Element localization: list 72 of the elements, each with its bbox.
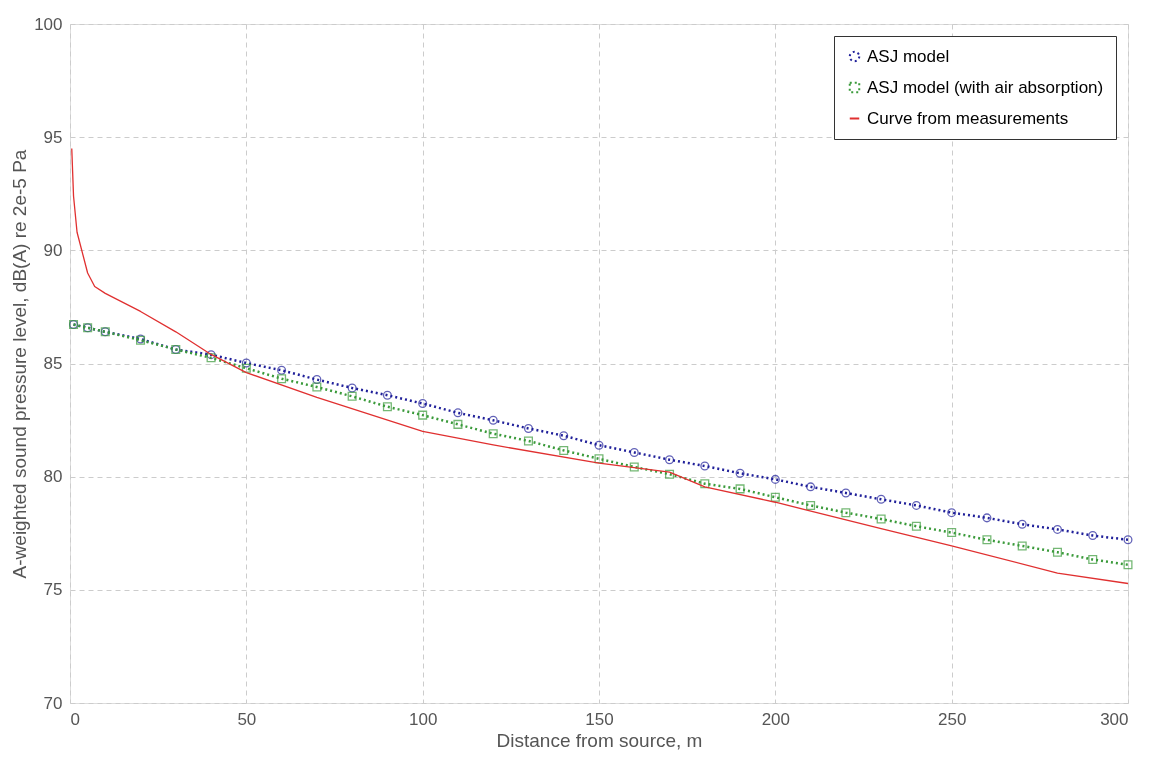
point xyxy=(770,474,780,484)
point xyxy=(1052,547,1062,557)
point xyxy=(806,482,816,492)
y-tick-label: 100 xyxy=(34,14,63,34)
point xyxy=(382,390,392,400)
point xyxy=(629,447,639,457)
point xyxy=(312,375,322,385)
point xyxy=(559,431,569,441)
point xyxy=(241,363,251,373)
point xyxy=(488,429,498,439)
point xyxy=(523,423,533,433)
point xyxy=(982,513,992,523)
point xyxy=(911,500,921,510)
point xyxy=(312,382,322,392)
point xyxy=(453,419,463,429)
point xyxy=(700,461,710,471)
y-tick-label: 75 xyxy=(43,580,63,600)
legend-label: Curve from measurements xyxy=(867,108,1069,128)
point xyxy=(735,468,745,478)
point xyxy=(876,494,886,504)
point xyxy=(876,514,886,524)
point xyxy=(382,402,392,412)
point xyxy=(277,374,287,384)
point xyxy=(770,492,780,502)
point xyxy=(665,455,675,465)
point xyxy=(347,383,357,393)
point xyxy=(806,500,816,510)
x-tick-label: 200 xyxy=(761,709,791,729)
point xyxy=(241,358,251,368)
point xyxy=(418,410,428,420)
point xyxy=(559,445,569,455)
point xyxy=(347,391,357,401)
point xyxy=(982,535,992,545)
point xyxy=(911,521,921,531)
point xyxy=(1123,535,1133,545)
x-tick-label: 300 xyxy=(1100,709,1129,729)
point xyxy=(488,415,498,425)
x-axis-title: Distance from source, m xyxy=(496,729,703,751)
line-series xyxy=(71,147,1129,585)
legend-label: ASJ model xyxy=(867,46,950,66)
point xyxy=(947,508,957,518)
legend-label: ASJ model (with air absorption) xyxy=(867,77,1104,97)
point xyxy=(665,469,675,479)
point xyxy=(1088,554,1098,565)
y-tick-label: 85 xyxy=(43,354,63,373)
point xyxy=(1052,524,1062,534)
point xyxy=(594,440,604,450)
x-tick-label: 100 xyxy=(408,709,438,729)
y-tick-label: 95 xyxy=(43,127,63,147)
point xyxy=(947,528,957,538)
point xyxy=(1088,531,1098,541)
point xyxy=(1017,541,1027,551)
x-tick-label: 0 xyxy=(70,709,80,729)
point xyxy=(1123,560,1133,570)
point xyxy=(453,408,463,418)
point xyxy=(841,508,851,518)
point xyxy=(735,484,745,494)
point xyxy=(700,479,710,489)
x-tick-label: 150 xyxy=(585,709,614,729)
y-tick-label: 80 xyxy=(43,467,63,487)
x-tick-label: 50 xyxy=(237,709,257,729)
point xyxy=(523,436,533,446)
y-axis-title: A-weighted sound pressure level, dB(A) re 2e-5 Pa xyxy=(9,149,31,579)
point xyxy=(418,399,428,409)
point xyxy=(1017,519,1027,529)
point xyxy=(277,365,287,375)
x-tick-label: 250 xyxy=(937,709,967,729)
point xyxy=(594,454,604,464)
point xyxy=(629,462,639,472)
y-tick-label: 70 xyxy=(43,693,63,713)
point xyxy=(841,488,851,498)
y-tick-label: 90 xyxy=(43,240,63,260)
